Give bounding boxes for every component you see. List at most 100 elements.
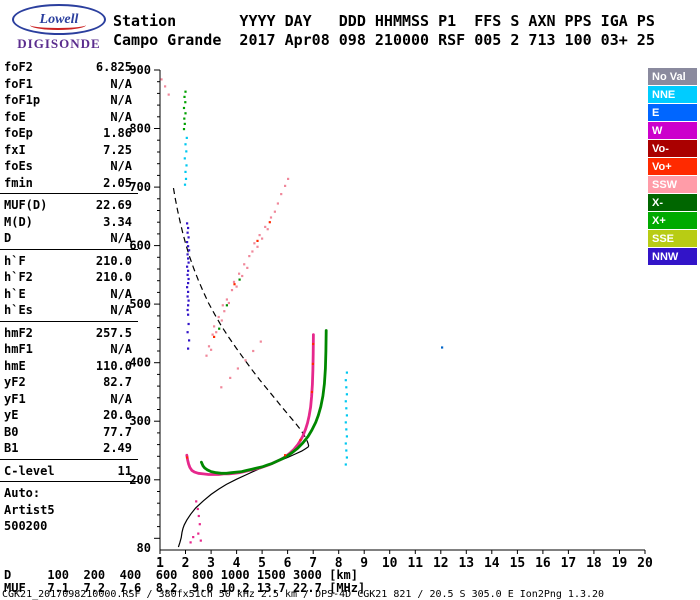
param-label: h`F xyxy=(4,253,26,268)
x-axis-labels: 1 2 3 4 5 6 7 8 9 10 11 12 13 14 15 16 17 18 19 20 xyxy=(156,556,653,571)
param-label: yF2 xyxy=(4,375,26,389)
param-label: 500200 xyxy=(4,519,48,533)
param-row-d: D N/A xyxy=(0,230,140,247)
param-row-foep: foEp 1.86 xyxy=(0,125,140,142)
param-row-b0: B0 77.7 xyxy=(0,424,140,441)
legend-item-e: E xyxy=(648,104,697,121)
param-label: yE xyxy=(4,408,19,422)
param-label: C-level xyxy=(4,463,55,478)
param-value: N/A xyxy=(110,109,132,124)
oblique-spread-red xyxy=(213,221,271,338)
svg-text:9: 9 xyxy=(360,556,368,571)
param-value: N/A xyxy=(110,231,132,245)
param-value: 82.7 xyxy=(103,375,132,389)
param-row-foes: foEs N/A xyxy=(0,158,140,175)
panel-divider xyxy=(0,458,138,460)
svg-text:12: 12 xyxy=(433,556,449,571)
param-row-md: M(D) 3.34 xyxy=(0,214,140,231)
param-row-hme: hmE 110.0 xyxy=(0,358,140,375)
param-row-500200: 500200 xyxy=(0,518,140,535)
param-value: 7.25 xyxy=(103,142,132,157)
lowell-digisonde-logo: Lowell DIGISONDE xyxy=(6,4,112,52)
param-value: N/A xyxy=(110,286,132,301)
param-row-hmf1: hmF1 N/A xyxy=(0,341,140,358)
param-label: foEp xyxy=(4,126,33,140)
svg-text:3: 3 xyxy=(207,556,215,571)
legend-item-vo-: Vo- xyxy=(648,140,697,157)
param-row-fmin: fmin 2.05 xyxy=(0,175,140,192)
svg-text:19: 19 xyxy=(612,556,628,571)
plot-axes xyxy=(154,69,646,554)
y-axis-labels: 900 800 700 600 500 400 300 200 80 xyxy=(129,63,151,555)
svg-text:5: 5 xyxy=(258,556,266,571)
legend-item-ssw: SSW xyxy=(648,176,697,193)
panel-divider xyxy=(0,320,138,322)
nne-high-cluster xyxy=(183,136,188,186)
distance-row: D 100 200 400 600 800 1000 1500 3000 [km… xyxy=(4,568,359,582)
param-row-auto: Auto: xyxy=(0,485,140,502)
panel-divider xyxy=(0,193,138,194)
svg-text:1: 1 xyxy=(156,556,164,571)
param-row-artist5: Artist5 xyxy=(0,502,140,519)
param-value: 3.34 xyxy=(103,214,132,229)
param-label: M(D) xyxy=(4,214,33,229)
param-row-hf2: h`F2 210.0 xyxy=(0,269,140,286)
param-row-yf1: yF1 N/A xyxy=(0,391,140,408)
x-mode-trace xyxy=(199,329,328,475)
param-row-fof2: foF2 6.825 xyxy=(0,59,140,76)
param-label: foF1p xyxy=(4,93,41,107)
svg-text:600: 600 xyxy=(129,239,151,253)
nne-8mhz-column xyxy=(344,371,348,466)
legend-item-nnw: NNW xyxy=(648,248,697,265)
param-value: 257.5 xyxy=(95,325,132,340)
legend-item-sse: SSE xyxy=(648,230,697,247)
param-value: 2.49 xyxy=(103,441,132,455)
oblique-spread-green xyxy=(218,278,241,330)
param-value: N/A xyxy=(110,342,132,356)
param-value: 22.69 xyxy=(95,198,132,212)
param-label: h`Es xyxy=(4,303,33,317)
param-label: fmin xyxy=(4,175,33,190)
svg-text:14: 14 xyxy=(484,556,500,571)
param-label: B0 xyxy=(4,424,19,439)
param-row-mufd: MUF(D) 22.69 xyxy=(0,197,140,214)
f-region-oblique-spread xyxy=(205,177,290,357)
svg-text:7: 7 xyxy=(309,556,317,571)
svg-text:200: 200 xyxy=(129,473,151,487)
param-row-hmf2: hmF2 257.5 xyxy=(0,325,140,342)
param-row-b1: B1 2.49 xyxy=(0,440,140,457)
isolated-echo-12mhz xyxy=(441,346,444,349)
svg-text:8: 8 xyxy=(335,556,343,571)
muf-row: MUF 7.1 7.2 7.6 8.2 9.0 10.2 13.7 22.7 [… xyxy=(4,581,366,595)
param-row-hes: h`Es N/A xyxy=(0,302,140,319)
param-label: Artist5 xyxy=(4,502,55,517)
svg-text:17: 17 xyxy=(561,556,577,571)
param-value: 6.825 xyxy=(95,60,132,74)
param-value: 110.0 xyxy=(95,358,132,373)
param-value: 20.0 xyxy=(103,408,132,422)
svg-text:6: 6 xyxy=(284,556,292,571)
param-value: 77.7 xyxy=(103,424,132,439)
param-row-yf2: yF2 82.7 xyxy=(0,374,140,391)
svg-text:4: 4 xyxy=(233,556,241,571)
param-label: h`F2 xyxy=(4,270,33,284)
param-value: N/A xyxy=(110,93,132,107)
param-row-fof1p: foF1p N/A xyxy=(0,92,140,109)
legend-item-w: W xyxy=(648,122,697,139)
legend-item-noval: No Val xyxy=(648,68,697,85)
svg-text:18: 18 xyxy=(586,556,602,571)
svg-text:900: 900 xyxy=(129,63,151,77)
second-oblique xyxy=(220,340,262,389)
param-label: h`E xyxy=(4,286,26,301)
svg-text:400: 400 xyxy=(129,356,151,370)
legend-item-x-: X- xyxy=(648,194,697,211)
legend-item-x+: X+ xyxy=(648,212,697,229)
param-label: hmF1 xyxy=(4,342,33,356)
param-label: yF1 xyxy=(4,391,26,406)
o-trace-red-flecks xyxy=(186,342,315,459)
param-row-he: h`E N/A xyxy=(0,286,140,303)
param-value: 2.05 xyxy=(103,175,132,190)
param-label: Auto: xyxy=(4,486,41,500)
param-value: 1.86 xyxy=(103,126,132,140)
